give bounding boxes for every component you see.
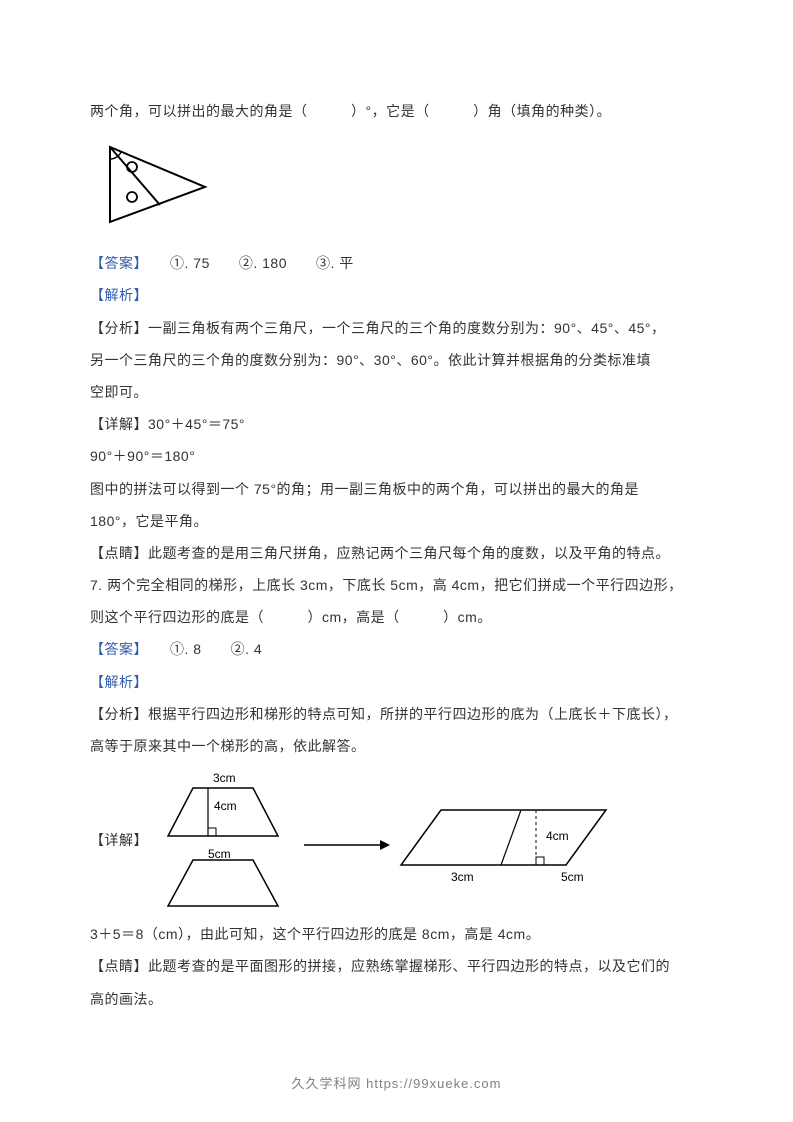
point-2a-text: 此题考查的是平面图形的拼接，应熟练掌握梯形、平行四边形的特点，以及它们的 [148, 958, 670, 974]
answer-label: 【答案】 [90, 255, 141, 271]
parse-label-1: 【解析】 [90, 279, 703, 311]
answer-label-2: 【答案】 [90, 641, 141, 657]
point-label: 【点睛】 [90, 545, 148, 561]
para-height-label: 4cm [546, 829, 569, 843]
detail-label-2: 【详解】 [90, 824, 148, 856]
answer-2: 【答案】 ①. 8 ②. 4 [90, 633, 703, 665]
analysis-2a-text: 根据平行四边形和梯形的特点可知，所拼的平行四边形的底为（上底长＋下底长）， [148, 706, 678, 722]
parse-label-2: 【解析】 [90, 666, 703, 698]
detail-1a-text: 30°＋45°＝75° [148, 416, 245, 432]
triangle-svg [90, 137, 210, 227]
detail-1-line-d: 180°，它是平角。 [90, 505, 703, 537]
point-1: 【点睛】此题考查的是用三角尺拼角，应熟记两个三角尺每个角的度数，以及平角的特点。 [90, 537, 703, 569]
point-2-line-a: 【点睛】此题考查的是平面图形的拼接，应熟练掌握梯形、平行四边形的特点，以及它们的 [90, 950, 703, 982]
trap-top-label: 3cm [213, 771, 236, 785]
triangle-set-square-diagram [90, 137, 703, 232]
detail-2-line-a: 3＋5＝8（cm），由此可知，这个平行四边形的底是 8cm，高是 4cm。 [90, 918, 703, 950]
analysis-label: 【分析】 [90, 320, 148, 336]
analysis-1-line-a: 【分析】一副三角板有两个三角尺，一个三角尺的三个角的度数分别为：90°、45°、… [90, 312, 703, 344]
trapezoid-pair: 3cm 4cm 5cm [148, 770, 298, 910]
answer-2-text: ①. 8 ②. 4 [141, 641, 262, 657]
answer-1-text: ①. 75 ②. 180 ③. 平 [141, 255, 354, 271]
answer-1: 【答案】 ①. 75 ②. 180 ③. 平 [90, 247, 703, 279]
para-right-label: 5cm [561, 870, 584, 884]
detail-1-line-b: 90°＋90°＝180° [90, 440, 703, 472]
detail-1-line-c: 图中的拼法可以得到一个 75°的角；用一副三角板中的两个角，可以拼出的最大的角是 [90, 473, 703, 505]
para-left-label: 3cm [451, 870, 474, 884]
parallelogram-svg: 4cm 3cm 5cm [396, 775, 626, 905]
analysis-label-2: 【分析】 [90, 706, 148, 722]
question-7-line-b: 则这个平行四边形的底是（ ）cm，高是（ ）cm。 [90, 601, 703, 633]
trapezoid-1-svg: 3cm 4cm [148, 770, 298, 842]
point-label-2: 【点睛】 [90, 958, 148, 974]
detail-label: 【详解】 [90, 416, 148, 432]
trapezoid-merge-diagram: 【详解】 3cm 4cm 5cm 4cm 3cm 5cm [90, 770, 703, 910]
arrow-svg [302, 775, 392, 905]
detail-1-line-a: 【详解】30°＋45°＝75° [90, 408, 703, 440]
analysis-2-line-a: 【分析】根据平行四边形和梯形的特点可知，所拼的平行四边形的底为（上底长＋下底长）… [90, 698, 703, 730]
page-footer: 久久学科网 https://99xueke.com [0, 1073, 793, 1092]
trap-height-label: 4cm [214, 799, 237, 813]
trapezoid-2-svg: 5cm [148, 848, 298, 910]
analysis-1-line-c: 空即可。 [90, 376, 703, 408]
analysis-1-line-b: 另一个三角尺的三个角的度数分别为：90°、30°、60°。依此计算并根据角的分类… [90, 344, 703, 376]
point-1-text: 此题考查的是用三角尺拼角，应熟记两个三角尺每个角的度数，以及平角的特点。 [148, 545, 670, 561]
analysis-1a-text: 一副三角板有两个三角尺，一个三角尺的三个角的度数分别为：90°、45°、45°， [148, 320, 666, 336]
trap2-bottom-label: 5cm [208, 848, 231, 861]
analysis-2-line-b: 高等于原来其中一个梯形的高，依此解答。 [90, 730, 703, 762]
question-text: 两个角，可以拼出的最大的角是（ ）°，它是（ ）角（填角的种类）。 [90, 95, 703, 127]
point-2-line-b: 高的画法。 [90, 983, 703, 1015]
question-7-line-a: 7. 两个完全相同的梯形，上底长 3cm，下底长 5cm，高 4cm，把它们拼成… [90, 569, 703, 601]
